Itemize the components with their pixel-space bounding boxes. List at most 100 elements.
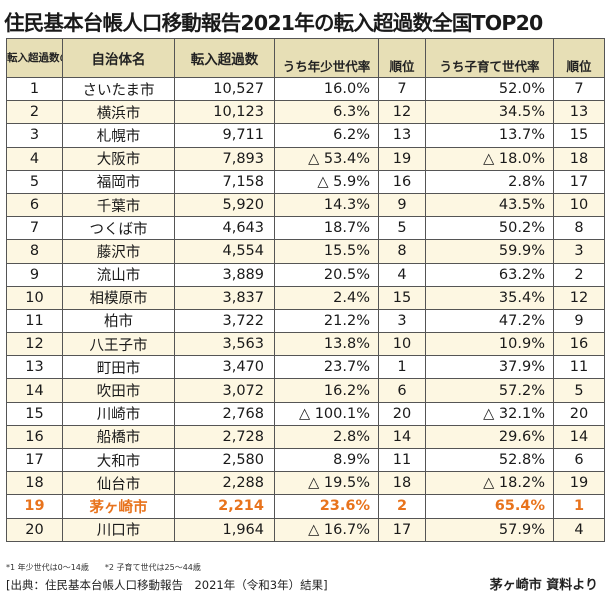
header-name: 自治体名 bbox=[62, 38, 175, 78]
young-rate-value: △ 19.5% bbox=[274, 471, 379, 496]
municipality-name: 柏市 bbox=[62, 308, 175, 334]
child-rate-value: 59.9% bbox=[425, 239, 554, 264]
municipality-name: 八王子市 bbox=[62, 332, 175, 357]
child-rate-value: △ 32.1% bbox=[425, 401, 554, 426]
young-rate-value: 23.6% bbox=[274, 494, 379, 519]
child-rate-value: 47.2% bbox=[425, 308, 554, 334]
table-row: 17 大和市 2,580 8.9% 11 52.8% 6 bbox=[6, 447, 605, 473]
rank-cell: 10 bbox=[6, 285, 63, 310]
net-inflow-value: 3,563 bbox=[174, 332, 275, 357]
young-rate-rank: 15 bbox=[378, 285, 426, 310]
young-rate-rank: 5 bbox=[378, 216, 426, 241]
municipality-name: 千葉市 bbox=[62, 192, 175, 218]
child-rate-rank: 18 bbox=[553, 146, 605, 171]
municipality-name: 福岡市 bbox=[62, 169, 175, 194]
rank-cell: 8 bbox=[6, 239, 63, 264]
header-rank: 転入超過数の順位 bbox=[6, 38, 63, 78]
child-rate-rank: 1 bbox=[553, 494, 605, 519]
child-rate-rank: 16 bbox=[553, 332, 605, 357]
young-rate-rank: 6 bbox=[378, 378, 426, 403]
child-rate-value: 57.9% bbox=[425, 517, 554, 542]
net-inflow-value: 5,920 bbox=[174, 192, 275, 218]
young-rate-value: △ 16.7% bbox=[274, 517, 379, 542]
net-inflow-value: 4,554 bbox=[174, 239, 275, 264]
child-rate-value: 52.8% bbox=[425, 447, 554, 473]
table-body: 1 さいたま市 10,527 16.0% 7 52.0% 7 2 横浜市 10,123 6.3% 12… bbox=[6, 76, 605, 542]
child-rate-value: 10.9% bbox=[425, 332, 554, 357]
young-rate-value: 14.3% bbox=[274, 192, 379, 218]
child-rate-value: 63.2% bbox=[425, 262, 554, 287]
young-rate-rank: 16 bbox=[378, 169, 426, 194]
municipality-name: 吹田市 bbox=[62, 378, 175, 403]
municipality-name: 川口市 bbox=[62, 517, 175, 542]
municipality-name: 仙台市 bbox=[62, 471, 175, 496]
municipality-name: 川崎市 bbox=[62, 401, 175, 426]
rank-cell: 9 bbox=[6, 262, 63, 287]
child-rate-rank: 4 bbox=[553, 517, 605, 542]
child-rate-value: 13.7% bbox=[425, 123, 554, 148]
young-rate-value: 21.2% bbox=[274, 308, 379, 334]
child-rate-value: 35.4% bbox=[425, 285, 554, 310]
municipality-name: 札幌市 bbox=[62, 123, 175, 148]
municipality-name: 茅ヶ崎市 bbox=[62, 494, 175, 519]
net-inflow-value: 4,643 bbox=[174, 216, 275, 241]
header-young: うち年少世代率 bbox=[274, 53, 379, 78]
child-rate-rank: 9 bbox=[553, 308, 605, 334]
header-young-rank-spacer bbox=[378, 38, 426, 53]
rank-cell: 15 bbox=[6, 401, 63, 426]
child-rate-rank: 10 bbox=[553, 192, 605, 218]
young-rate-rank: 14 bbox=[378, 424, 426, 450]
child-rate-value: 65.4% bbox=[425, 494, 554, 519]
table-row: 10 相模原市 3,837 2.4% 15 35.4% 12 bbox=[6, 285, 605, 310]
net-inflow-value: 3,470 bbox=[174, 355, 275, 380]
rank-cell: 14 bbox=[6, 378, 63, 403]
net-inflow-value: 3,837 bbox=[174, 285, 275, 310]
young-rate-rank: 11 bbox=[378, 447, 426, 473]
child-rate-value: 2.8% bbox=[425, 169, 554, 194]
young-rate-value: 18.7% bbox=[274, 216, 379, 241]
child-rate-rank: 6 bbox=[553, 447, 605, 473]
child-rate-rank: 3 bbox=[553, 239, 605, 264]
net-inflow-value: 2,580 bbox=[174, 447, 275, 473]
table-row: 20 川口市 1,964 △ 16.7% 17 57.9% 4 bbox=[6, 517, 605, 542]
header-child: うち子育て世代率 bbox=[425, 53, 554, 78]
young-rate-rank: 3 bbox=[378, 308, 426, 334]
rank-cell: 13 bbox=[6, 355, 63, 380]
municipality-name: つくば市 bbox=[62, 216, 175, 241]
young-rate-rank: 7 bbox=[378, 76, 426, 102]
header-young-spacer bbox=[274, 38, 379, 53]
rank-cell: 11 bbox=[6, 308, 63, 334]
net-inflow-value: 2,768 bbox=[174, 401, 275, 426]
child-rate-rank: 13 bbox=[553, 100, 605, 125]
table-row: 9 流山市 3,889 20.5% 4 63.2% 2 bbox=[6, 262, 605, 287]
municipality-name: 大阪市 bbox=[62, 146, 175, 171]
header-net: 転入超過数 bbox=[174, 38, 275, 78]
net-inflow-value: 10,123 bbox=[174, 100, 275, 125]
child-rate-rank: 2 bbox=[553, 262, 605, 287]
net-inflow-value: 2,728 bbox=[174, 424, 275, 450]
table-row: 5 福岡市 7,158 △ 5.9% 16 2.8% 17 bbox=[6, 169, 605, 194]
municipality-name: さいたま市 bbox=[62, 76, 175, 102]
child-rate-rank: 15 bbox=[553, 123, 605, 148]
table-row: 14 吹田市 3,072 16.2% 6 57.2% 5 bbox=[6, 378, 605, 403]
young-rate-value: △ 5.9% bbox=[274, 169, 379, 194]
net-inflow-value: 3,889 bbox=[174, 262, 275, 287]
child-rate-value: 50.2% bbox=[425, 216, 554, 241]
table-row: 11 柏市 3,722 21.2% 3 47.2% 9 bbox=[6, 308, 605, 334]
rank-cell: 6 bbox=[6, 192, 63, 218]
young-rate-rank: 12 bbox=[378, 100, 426, 125]
young-rate-value: 8.9% bbox=[274, 447, 379, 473]
municipality-name: 流山市 bbox=[62, 262, 175, 287]
table-row: 18 仙台市 2,288 △ 19.5% 18 △ 18.2% 19 bbox=[6, 471, 605, 496]
table-row: 8 藤沢市 4,554 15.5% 8 59.9% 3 bbox=[6, 239, 605, 264]
municipality-name: 船橋市 bbox=[62, 424, 175, 450]
child-rate-value: 52.0% bbox=[425, 76, 554, 102]
footnote: *1 年少世代は0〜14歳 *2 子育て世代は25〜44歳 bbox=[6, 563, 201, 572]
young-rate-rank: 4 bbox=[378, 262, 426, 287]
net-inflow-value: 2,214 bbox=[174, 494, 275, 519]
net-inflow-value: 3,072 bbox=[174, 378, 275, 403]
net-inflow-value: 3,722 bbox=[174, 308, 275, 334]
young-rate-value: 23.7% bbox=[274, 355, 379, 380]
net-inflow-value: 7,158 bbox=[174, 169, 275, 194]
young-rate-value: 6.3% bbox=[274, 100, 379, 125]
